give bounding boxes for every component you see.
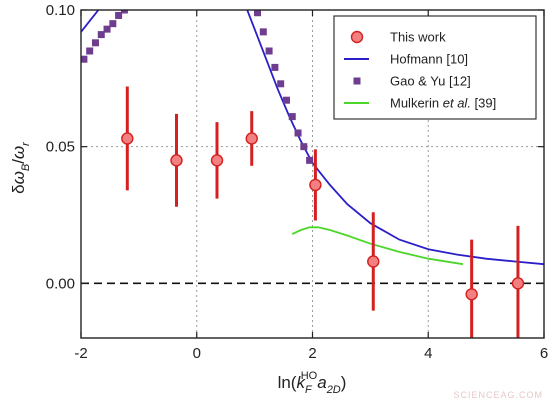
square-marker xyxy=(282,96,290,104)
y-tick-label: 0.05 xyxy=(46,139,75,156)
series-layer xyxy=(81,0,544,338)
square-marker xyxy=(259,28,267,36)
square-marker xyxy=(254,10,262,17)
axis-ticks: -2 0 2 4 6 0.10 0.05 0.00 xyxy=(46,2,548,362)
series-line xyxy=(81,10,100,33)
square-marker xyxy=(97,31,105,39)
square-marker xyxy=(86,47,94,55)
square-marker xyxy=(294,129,302,137)
square-marker xyxy=(115,11,123,19)
legend-label: This work xyxy=(390,30,446,45)
x-axis-title: ln(kFHOa2D) xyxy=(278,370,347,396)
square-marker xyxy=(127,0,134,5)
legend: This work Hofmann [10] Gao & Yu [12] Mulker… xyxy=(333,15,537,120)
x-tick-label: 0 xyxy=(193,345,201,362)
data-point xyxy=(121,132,134,145)
data-point xyxy=(367,255,380,268)
legend-label: Gao & Yu [12] xyxy=(390,74,471,89)
legend-box xyxy=(333,15,537,120)
legend-symbol-circle xyxy=(350,30,364,44)
grid-lines xyxy=(81,10,544,338)
y-tick-label: 0.00 xyxy=(46,275,75,292)
legend-symbol-square xyxy=(353,77,361,85)
data-point xyxy=(210,154,224,167)
x-tick-label: -2 xyxy=(74,345,87,362)
square-marker xyxy=(81,55,88,63)
square-marker xyxy=(103,25,111,33)
data-point xyxy=(511,277,525,290)
legend-label: Hofmann [10] xyxy=(390,52,468,67)
square-marker xyxy=(288,113,296,121)
data-point xyxy=(465,288,478,301)
data-point xyxy=(245,132,258,145)
x-tick-label: 4 xyxy=(424,345,432,362)
square-marker xyxy=(91,39,99,47)
square-marker xyxy=(306,156,314,164)
y-tick-label: 0.10 xyxy=(46,2,75,19)
legend-label: Mulkerin et al. [39] xyxy=(390,96,496,111)
square-marker xyxy=(109,20,117,28)
square-marker xyxy=(265,47,273,55)
y-axis-title: δωB/ωr xyxy=(9,141,32,194)
x-tick-label: 6 xyxy=(540,345,548,362)
square-marker xyxy=(120,10,128,14)
x-tick-label: 2 xyxy=(308,345,316,362)
square-marker xyxy=(300,143,308,151)
square-marker xyxy=(271,63,279,71)
watermark: SCIENCEAG.COM xyxy=(453,390,543,400)
data-point xyxy=(309,178,322,192)
series-line xyxy=(291,226,464,266)
data-point xyxy=(170,154,183,167)
square-marker xyxy=(277,80,285,88)
